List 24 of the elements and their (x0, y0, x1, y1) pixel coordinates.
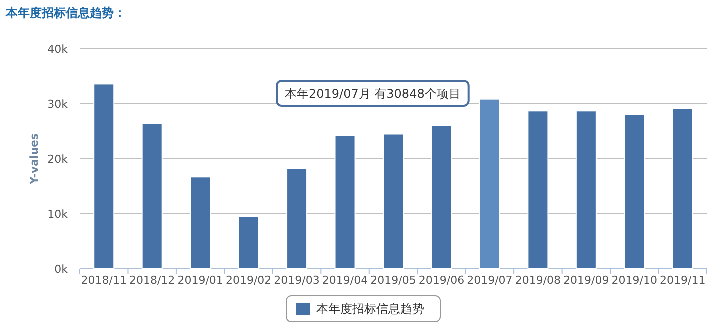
x-tick-label: 2019/05 (370, 274, 416, 287)
x-tick-label: 2018/12 (129, 274, 176, 287)
legend-label: 本年度招标信息趋势 (316, 302, 424, 316)
y-tick-label: 0k (54, 263, 69, 276)
chart-title: 本年度招标信息趋势： (5, 6, 126, 20)
x-tick-label: 2019/03 (274, 274, 320, 287)
annotation: 本年2019/07月 有30848个项目 (285, 87, 461, 101)
y-tick-label: 20k (48, 153, 69, 166)
y-tick-label: 10k (48, 208, 69, 221)
x-tick-label: 2019/09 (564, 274, 610, 287)
x-tick-label: 2019/11 (660, 274, 706, 287)
y-axis-title: Y-values (28, 132, 41, 186)
x-tick-label: 2019/06 (418, 274, 465, 287)
x-tick-label: 2019/02 (226, 274, 272, 287)
x-tick-label: 2019/07 (467, 274, 513, 287)
y-tick-label: 40k (48, 43, 69, 56)
x-tick-label: 2019/04 (322, 274, 368, 287)
x-tick-label: 2018/11 (81, 274, 127, 287)
x-tick-label: 2019/01 (178, 274, 224, 287)
x-tick-label: 2019/08 (515, 274, 562, 287)
y-tick-label: 30k (48, 98, 69, 111)
x-tick-label: 2019/10 (612, 274, 658, 287)
annotation: 本年2019/07月 有30848个项目 (276, 80, 470, 107)
legend: 本年度招标信息趋势 (286, 296, 441, 322)
